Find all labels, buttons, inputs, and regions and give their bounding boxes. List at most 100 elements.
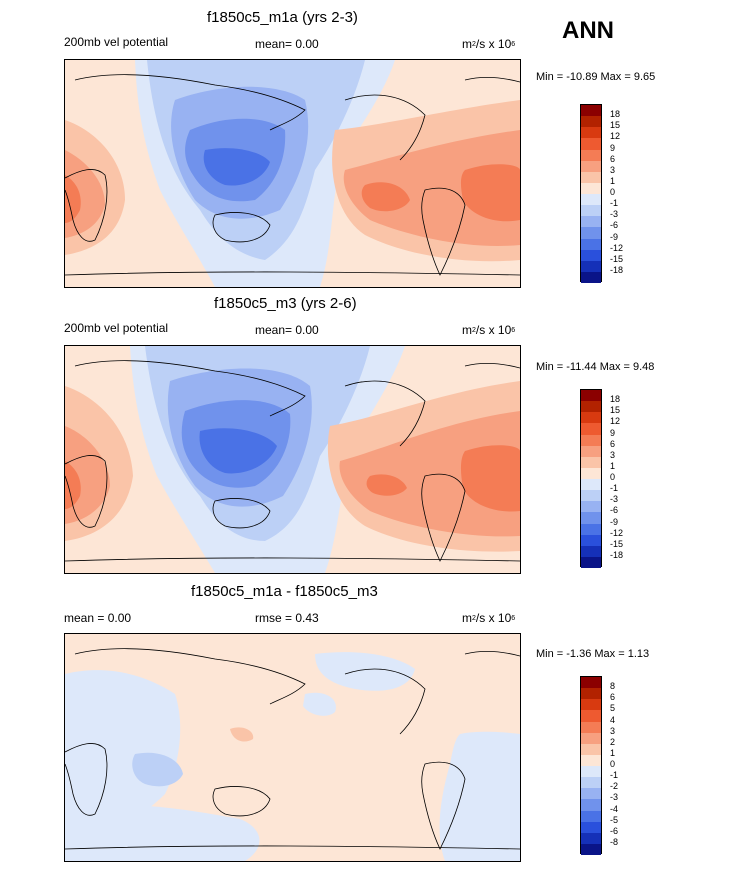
panel1-colorbar-swatch	[581, 271, 601, 283]
panel2-colorbar-swatch	[581, 556, 601, 568]
panel2-colorbar-swatch	[581, 512, 601, 524]
panel2-colorbar-tick-label: 3	[610, 449, 616, 460]
panel3-colorbar-swatch	[581, 743, 601, 755]
p2-pos-east-6	[366, 445, 520, 512]
panel3-colorbar-tick-label: 2	[610, 736, 616, 747]
season-label: ANN	[562, 17, 614, 44]
panel2-colorbar-swatch	[581, 545, 601, 557]
panel1-colorbar-swatch	[581, 160, 601, 172]
p3-neg-c	[315, 652, 415, 691]
panel2-colorbar-swatch	[581, 523, 601, 535]
panel1-colorbar-swatch	[581, 194, 601, 206]
panel2-colorbar-tick-label: 12	[610, 416, 621, 427]
panel1-colorbar-tick-label: 6	[610, 153, 616, 164]
panel1-colorbar-swatch	[581, 171, 601, 183]
panel3-mean: mean = 0.00	[64, 611, 132, 625]
panel2-colorbar-swatch	[581, 401, 601, 413]
panel1-colorbar-tick-label: 0	[610, 187, 616, 197]
panel2-units: m2/s x 106	[462, 323, 516, 337]
panel3-colorbar-swatch	[581, 677, 601, 689]
panel3-colorbar-swatch	[581, 732, 601, 744]
panel3-colorbar-tick-label: -1	[610, 770, 619, 781]
panel3-minmax: Min = -1.36 Max = 1.13	[536, 648, 650, 660]
p1-pos-east-3	[343, 130, 520, 246]
panel1-colorbar-swatch	[581, 127, 601, 139]
panel3-colorbar-tick-label: -4	[610, 803, 619, 814]
p3-neg-f	[303, 692, 336, 716]
panel2-colorbar-swatch	[581, 456, 601, 468]
panel1-mean: mean= 0.00	[255, 37, 319, 51]
panel2-colorbar: 18 15 12 9 6 3 1 0 -1 -3 -6 -9 -12 -15 -18	[580, 389, 640, 569]
panel3-title: f1850c5_m1a - f1850c5_m3	[191, 583, 378, 600]
panel2-mean: mean= 0.00	[255, 323, 319, 337]
panel3-colorbar-tick-label: 0	[610, 759, 616, 769]
panel2-map	[64, 345, 521, 574]
p3-neg-a	[65, 670, 181, 844]
panel1-title: f1850c5_m1a (yrs 2-3)	[207, 9, 358, 26]
panel1-colorbar-tick-label: 12	[610, 131, 621, 142]
panel1-colorbar-tick-label: 18	[610, 109, 621, 120]
panel3-colorbar-swatch	[581, 766, 601, 778]
p3-neg-e	[132, 752, 183, 787]
p2-pos-west-6	[65, 461, 81, 509]
panel1-colorbar-tick-label: 3	[610, 164, 616, 175]
panel2-colorbar-tick-label: 15	[610, 405, 621, 416]
panel2-variable-label: 200mb vel potential	[64, 321, 169, 335]
panel3-rmse: rmse = 0.43	[255, 611, 319, 625]
panel3-colorbar-swatch	[581, 799, 601, 811]
panel1-colorbar-tick-label: 15	[610, 120, 621, 131]
panel1-colorbar-tick-label: -6	[610, 220, 619, 231]
panel3-colorbar-swatch	[581, 710, 601, 722]
panel1-colorbar-swatch	[581, 149, 601, 161]
panel1-colorbar-swatch	[581, 116, 601, 128]
panel1-colorbar-tick-label: -15	[610, 253, 624, 264]
panel3-colorbar-swatch	[581, 810, 601, 822]
panel1-colorbar-swatch	[581, 182, 601, 194]
panel1-colorbar-tick-label: -3	[610, 209, 619, 220]
panel3-colorbar: 8 6 5 4 3 2 1 0 -1 -2 -3 -4 -5 -6 -8	[580, 676, 640, 856]
p1-pos-west-6	[65, 175, 81, 223]
p2-pos-east-3	[339, 411, 520, 537]
panel2-minmax: Min = -11.44 Max = 9.48	[536, 361, 655, 373]
p3-neg-b	[65, 804, 260, 861]
panel3-colorbar-swatch	[581, 777, 601, 789]
panel3-colorbar-boxes	[580, 676, 602, 855]
p3-pos-a	[230, 727, 254, 742]
panel3-colorbar-swatch	[581, 843, 601, 855]
panel2-colorbar-tick-label: 9	[610, 427, 616, 438]
p3-neg-d	[439, 731, 520, 861]
panel1-units: m2/s x 106	[462, 37, 516, 51]
panel2-colorbar-swatch	[581, 445, 601, 457]
panel3-colorbar-swatch	[581, 699, 601, 711]
panel3-colorbar-tick-label: -2	[610, 781, 619, 792]
panel1-colorbar-swatch	[581, 216, 601, 228]
p2-coastlines	[65, 360, 520, 562]
panel3-colorbar-swatch	[581, 832, 601, 844]
panel1-colorbar-tick-label: -12	[610, 242, 624, 253]
panel3-colorbar-tick-label: 3	[610, 725, 616, 736]
panel3-colorbar-swatch	[581, 754, 601, 766]
panel1-colorbar-swatch	[581, 105, 601, 117]
panel3-map	[64, 633, 521, 862]
panel1-colorbar-tick-label: -1	[610, 198, 619, 209]
panel1-map	[64, 59, 521, 288]
panel1-colorbar-boxes	[580, 104, 602, 283]
panel3-colorbar-swatch	[581, 688, 601, 700]
panel2-colorbar-tick-label: -9	[610, 516, 619, 527]
panel3-colorbar-swatch	[581, 788, 601, 800]
panel2-colorbar-swatch	[581, 423, 601, 435]
panel2-colorbar-tick-label: 6	[610, 438, 616, 449]
panel3-units: m2/s x 106	[462, 611, 516, 625]
panel1-variable-label: 200mb vel potential	[64, 35, 169, 49]
panel2-colorbar-swatch	[581, 479, 601, 491]
panel2-colorbar-tick-label: -15	[610, 538, 624, 549]
panel2-colorbar-tick-label: -12	[610, 527, 624, 538]
panel3-colorbar-swatch	[581, 821, 601, 833]
panel2-colorbar-boxes	[580, 389, 602, 568]
panel2-colorbar-tick-label: -1	[610, 483, 619, 494]
panel1-colorbar-tick-label: 9	[610, 142, 616, 153]
panel2-colorbar-swatch	[581, 412, 601, 424]
panel2-colorbar-swatch	[581, 501, 601, 513]
panel1-colorbar-tick-label: -9	[610, 231, 619, 242]
panel3-colorbar-tick-label: -5	[610, 814, 619, 825]
